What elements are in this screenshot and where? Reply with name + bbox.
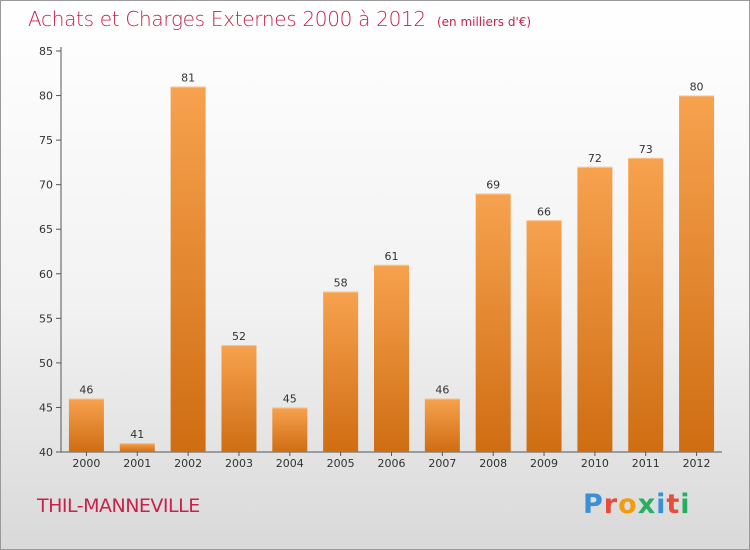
bar (323, 291, 359, 452)
brand-letter: P (583, 489, 604, 520)
data-label: 58 (334, 277, 348, 290)
x-tick-label: 2000 (72, 457, 100, 470)
bar (475, 193, 511, 453)
x-axis: 2000 2001 2002 2003 2004 2005 2006 2007 2008 2009… (61, 451, 722, 470)
data-label: 46 (435, 384, 449, 397)
y-tick-label: 55 (39, 312, 53, 325)
x-tick-label: 2007 (428, 457, 456, 470)
data-label: 45 (283, 392, 297, 405)
chart-title-text: Achats et Charges Externes 2000 à 2012 (28, 7, 426, 31)
bar (221, 345, 257, 452)
x-tick-label: 2004 (276, 457, 304, 470)
x-tick-label: 2005 (327, 457, 355, 470)
data-labels: 46 41 81 52 45 58 61 46 69 66 72 73 80 (79, 72, 703, 441)
y-axis: 40 45 50 55 60 65 70 75 80 85 (39, 45, 62, 459)
data-label: 80 (690, 81, 704, 94)
x-tick-label: 2012 (683, 457, 711, 470)
y-tick-label: 45 (39, 401, 53, 414)
data-label: 46 (79, 384, 93, 397)
data-label: 72 (588, 152, 602, 165)
bar (526, 220, 562, 452)
y-tick-label: 60 (39, 268, 53, 281)
data-label: 52 (232, 330, 246, 343)
y-tick-label: 50 (39, 357, 53, 370)
brand-letter: r (603, 489, 619, 520)
data-label: 66 (537, 205, 551, 218)
x-tick-label: 2002 (174, 457, 202, 470)
y-tick-label: 80 (39, 90, 53, 103)
y-tick-label: 70 (39, 179, 53, 192)
y-tick-label: 65 (39, 223, 53, 236)
bar (68, 398, 104, 452)
data-label: 81 (181, 72, 195, 85)
data-label: 73 (639, 143, 653, 156)
x-tick-label: 2006 (378, 457, 406, 470)
x-tick-label: 2011 (632, 457, 660, 470)
bar (170, 86, 206, 453)
bar (628, 157, 664, 452)
bar (679, 95, 715, 453)
chart-unit: (en milliers d'€) (436, 15, 532, 29)
brand-letter: t (666, 489, 681, 520)
bar (424, 398, 460, 452)
bar (374, 264, 409, 452)
x-tick-label: 2009 (530, 457, 558, 470)
bar (272, 407, 308, 452)
brand-letter: i (656, 489, 667, 520)
y-tick-label: 85 (39, 45, 53, 58)
bars (68, 86, 715, 453)
chart-title: Achats et Charges Externes 2000 à 2012 (… (28, 7, 531, 31)
data-label: 61 (385, 250, 399, 263)
y-tick-label: 75 (39, 134, 53, 147)
y-tick-label: 40 (39, 446, 53, 459)
brand-letter: i (680, 489, 691, 520)
commune-name: THIL-MANNEVILLE (37, 495, 200, 517)
proxiti-logo: Proxiti (583, 489, 691, 520)
data-label: 69 (486, 179, 500, 192)
x-tick-label: 2010 (581, 457, 609, 470)
x-tick-label: 2008 (479, 457, 507, 470)
bar (119, 443, 155, 452)
bar (577, 166, 613, 452)
brand-letter: o (618, 489, 638, 520)
x-tick-label: 2003 (225, 457, 253, 470)
brand-letter: x (637, 489, 657, 520)
x-tick-label: 2001 (123, 457, 151, 470)
data-label: 41 (130, 428, 144, 441)
